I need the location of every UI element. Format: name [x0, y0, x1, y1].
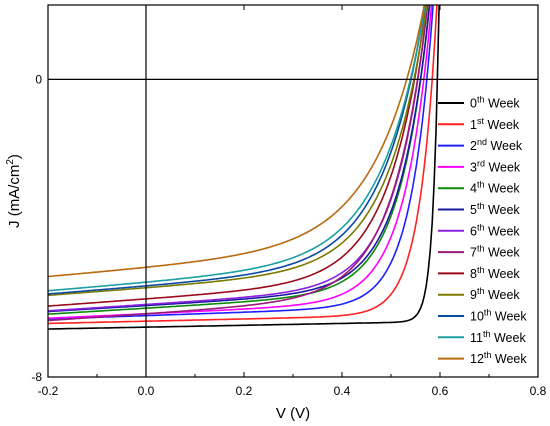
legend-label-number: 5	[470, 203, 477, 217]
y-axis-title-main: J (mA/cm	[6, 165, 23, 228]
series-line-week-10	[48, 5, 426, 295]
legend-label-sup: st	[477, 116, 485, 126]
legend-label-number: 1	[470, 118, 477, 132]
legend-label: 11th Week	[470, 329, 526, 345]
series-line-week-1	[48, 5, 438, 325]
series-line-week-5	[48, 5, 431, 313]
legend-label-rest: Week	[491, 331, 527, 345]
legend-label: 4th Week	[470, 180, 520, 196]
y-tick-label: -8	[31, 370, 42, 384]
legend-label-rest: Week	[484, 118, 520, 132]
legend-label: 2nd Week	[470, 137, 523, 153]
y-axis-title-close: )	[6, 154, 23, 159]
legend-label-number: 12	[470, 352, 484, 366]
x-axis-ticks: -0.2 0.0 0.2 0.4 0.6 0.8	[38, 5, 547, 398]
legend-label: 6th Week	[470, 222, 520, 238]
y-axis-title: J (mA/cm2)	[5, 154, 23, 228]
legend-label-sup: th	[484, 308, 492, 318]
legend-label-sup: th	[477, 244, 485, 254]
legend-label: 12th Week	[470, 350, 527, 366]
legend-label-rest: Week	[484, 246, 520, 260]
legend-label-rest: Week	[484, 288, 520, 302]
series-line-week-11	[48, 5, 427, 292]
legend-label: 7th Week	[470, 244, 520, 260]
legend-label-sup: th	[477, 201, 485, 211]
legend-label-rest: Week	[484, 267, 520, 281]
legend-label: 8th Week	[470, 265, 520, 281]
legend-label-number: 6	[470, 224, 477, 238]
series-line-week-4	[48, 5, 431, 315]
legend-label-rest: Week	[487, 139, 523, 153]
x-tick-label: 0.2	[236, 384, 253, 398]
legend-label-number: 4	[470, 182, 477, 196]
x-tick-label: 0.4	[334, 384, 351, 398]
series-line-week-9	[48, 5, 428, 297]
legend-label-rest: Week	[485, 160, 521, 174]
legend-label: 10th Week	[470, 308, 527, 324]
legend-label-number: 11	[470, 331, 483, 345]
x-tick-label: 0.0	[138, 384, 155, 398]
legend-label: 1st Week	[470, 116, 520, 132]
legend-label: 0th Week	[470, 95, 520, 111]
series-line-week-7	[48, 5, 429, 322]
legend-label-sup: th	[477, 222, 485, 232]
x-tick-label: 0.8	[530, 384, 547, 398]
legend-label-rest: Week	[484, 182, 520, 196]
series-line-week-6	[48, 5, 429, 312]
series-line-week-2	[48, 5, 434, 320]
x-tick-label: -0.2	[38, 384, 59, 398]
legend-label-number: 0	[470, 97, 477, 111]
x-tick-label: 0.6	[432, 384, 449, 398]
legend-label-rest: Week	[484, 97, 520, 111]
legend-label-sup: th	[477, 95, 485, 105]
legend-label-number: 8	[470, 267, 477, 281]
legend-label-number: 9	[470, 288, 477, 302]
legend-label-sup: th	[483, 329, 491, 339]
y-axis-title-sup: 2	[5, 159, 16, 165]
y-tick-label: 0	[35, 72, 42, 86]
y-axis-ticks: 0 -8	[31, 72, 53, 384]
legend-label-sup: th	[477, 265, 485, 275]
legend-label-sup: th	[477, 286, 485, 296]
legend-label-rest: Week	[484, 224, 520, 238]
series-line-week-0	[48, 5, 440, 330]
legend-label-number: 10	[470, 310, 484, 324]
legend-label-number: 2	[470, 139, 477, 153]
legend-label-sup: th	[477, 180, 485, 190]
series-line-week-8	[48, 5, 427, 307]
legend-label-number: 3	[470, 160, 477, 174]
legend-label: 5th Week	[470, 201, 520, 217]
legend-label-sup: rd	[477, 158, 485, 168]
legend-label: 3rd Week	[470, 158, 521, 174]
legend-label-rest: Week	[491, 352, 527, 366]
x-axis-title: V (V)	[276, 405, 310, 422]
legend-label-number: 7	[470, 246, 477, 260]
legend-label: 9th Week	[470, 286, 520, 302]
legend-label-rest: Week	[484, 203, 520, 217]
legend-label-sup: nd	[477, 137, 487, 147]
series-line-week-12	[48, 5, 426, 278]
legend-label-sup: th	[484, 350, 492, 360]
legend-label-rest: Week	[491, 310, 527, 324]
curves-group	[48, 5, 440, 330]
